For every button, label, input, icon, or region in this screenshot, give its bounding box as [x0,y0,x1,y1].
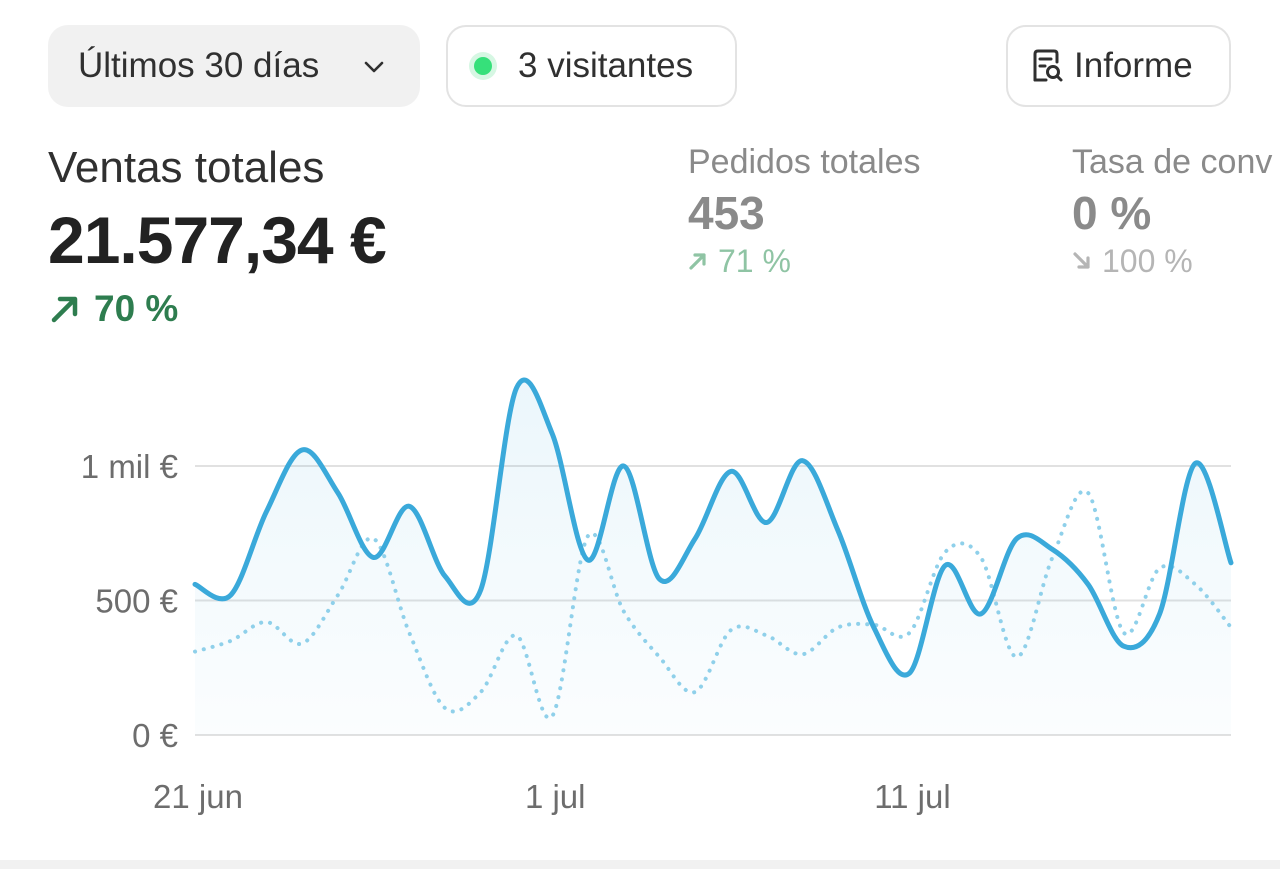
y-tick-label: 500 € [95,583,178,620]
total-sales-metric[interactable]: Ventas totales 21.577,34 € 70 % [48,140,387,330]
date-range-button[interactable]: Últimos 30 días [48,25,420,107]
conversion-rate-change-value: 100 % [1102,243,1193,279]
live-visitors-label: 3 visitantes [518,46,694,85]
x-tick-label: 1 jul [525,778,586,815]
report-button[interactable]: Informe [1006,25,1231,107]
total-orders-metric[interactable]: Pedidos totales 453 71 % [688,140,921,280]
bottom-divider [0,860,1280,869]
total-orders-change-value: 71 % [718,243,791,279]
live-dot-icon [474,57,492,75]
arrow-up-right-icon [51,296,78,323]
chevron-down-icon [364,61,384,73]
current-series-area [195,379,1231,735]
arrow-up-right-icon [689,253,706,270]
conversion-rate-value: 0 % [1072,187,1152,239]
report-search-icon [1033,49,1063,82]
previous-period-line [193,488,1233,721]
toolbar: Últimos 30 días 3 visitantes Informe [0,0,1280,120]
live-visitors-button[interactable]: 3 visitantes [446,25,737,107]
report-label: Informe [1074,46,1193,85]
conversion-rate-label: Tasa de conv [1072,143,1273,181]
total-sales-label: Ventas totales [48,143,325,192]
sales-line-chart[interactable]: 0 € 500 € 1 mil € 21 jun 1 jul 11 jul [0,360,1280,840]
y-tick-label: 0 € [132,717,178,754]
total-sales-change: 70 % [48,288,386,330]
total-sales-value: 21.577,34 € [48,203,387,277]
total-orders-value: 453 [688,187,765,239]
y-tick-label: 1 mil € [81,448,178,485]
total-sales-change-value: 70 % [94,288,179,329]
date-range-label: Últimos 30 días [78,46,320,85]
conversion-rate-change: 100 % [1072,242,1280,280]
x-tick-label: 11 jul [874,778,950,815]
arrow-down-right-icon [1073,252,1090,269]
x-tick-label: 21 jun [153,778,243,815]
current-period-line [192,377,1234,678]
conversion-rate-metric[interactable]: Tasa de conv 0 % 100 % [1072,140,1280,280]
total-orders-change: 71 % [688,242,921,280]
total-orders-label: Pedidos totales [688,143,921,181]
